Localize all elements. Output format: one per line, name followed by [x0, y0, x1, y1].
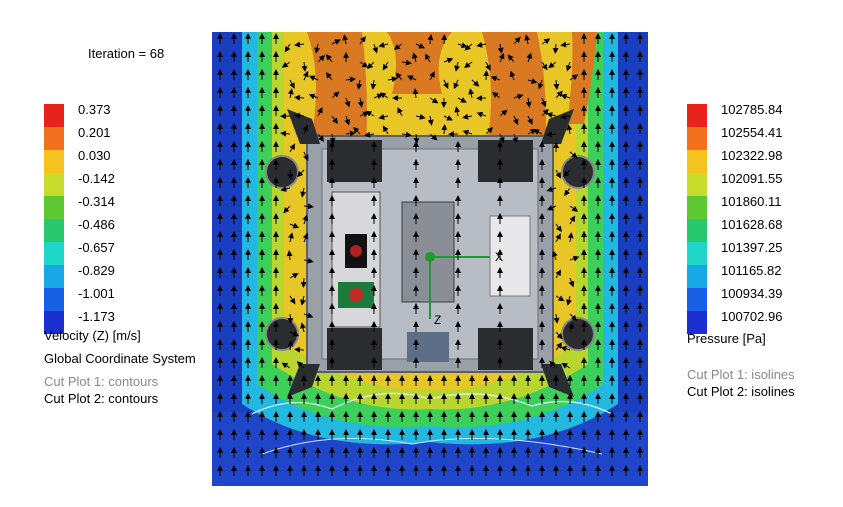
axis-triad: X Z: [425, 250, 503, 327]
pressure-legend-tick: 100934.39: [721, 286, 783, 301]
pressure-legend-tick: 102322.98: [721, 148, 783, 163]
velocity-legend-swatch: [44, 242, 64, 265]
pressure-legend-swatch: [687, 104, 707, 127]
pressure-legend-swatch: [687, 311, 707, 334]
velocity-legend-tick: -1.173: [78, 309, 115, 324]
simulation-viewport[interactable]: X Z: [212, 14, 652, 486]
velocity-legend-swatch: [44, 219, 64, 242]
pressure-legend-swatch: [687, 242, 707, 265]
pressure-legend-swatch: [687, 150, 707, 173]
iteration-label: Iteration = 68: [88, 46, 165, 61]
coordinate-system-label: Global Coordinate System: [44, 351, 196, 366]
pressure-legend-swatch: [687, 265, 707, 288]
right-cut-plot-1: Cut Plot 1: isolines: [687, 367, 795, 382]
velocity-legend-tick: -1.001: [78, 286, 115, 301]
pressure-legend-swatch: [687, 173, 707, 196]
right-cut-plot-2: Cut Plot 2: isolines: [687, 384, 795, 399]
velocity-legend-tick: -0.314: [78, 194, 115, 209]
pressure-legend-swatch: [687, 127, 707, 150]
velocity-legend-swatch: [44, 150, 64, 173]
velocity-legend-tick: 0.201: [78, 125, 111, 140]
pressure-legend-swatch: [687, 196, 707, 219]
velocity-legend-tick: 0.373: [78, 102, 111, 117]
velocity-legend-swatch: [44, 104, 64, 127]
pressure-legend-title: Pressure [Pa]: [687, 331, 766, 346]
pressure-legend-tick: 101165.82: [721, 263, 782, 278]
pressure-legend-tick: 100702.96: [721, 309, 783, 324]
velocity-legend-swatch: [44, 127, 64, 150]
left-cut-plot-2: Cut Plot 2: contours: [44, 391, 159, 406]
velocity-legend-swatch: [44, 265, 64, 288]
velocity-legend-tick: -0.657: [78, 240, 115, 255]
velocity-legend-swatch: [44, 196, 64, 219]
pressure-legend-tick: 101628.68: [721, 217, 783, 232]
velocity-vectors: [217, 33, 643, 476]
pressure-legend: 102785.84 102554.41 102322.98 102091.55 1018…: [687, 102, 827, 334]
velocity-legend-swatch: [44, 311, 64, 334]
pressure-legend-swatch: [687, 288, 707, 311]
axis-z-label: Z: [434, 313, 441, 327]
pressure-legend-tick: 102091.55: [721, 171, 783, 186]
velocity-legend-tick: -0.142: [78, 171, 115, 186]
velocity-legend-tick: 0.030: [78, 148, 111, 163]
pressure-legend-tick: 102554.41: [721, 125, 783, 140]
left-cut-plot-1: Cut Plot 1: contours: [44, 374, 159, 389]
velocity-legend-swatch: [44, 173, 64, 196]
axis-x-label: X: [495, 250, 503, 264]
pressure-legend-tick: 101397.25: [721, 240, 783, 255]
velocity-legend-swatch: [44, 288, 64, 311]
pressure-legend-tick: 102785.84: [721, 102, 783, 117]
pressure-legend-tick: 101860.11: [721, 194, 782, 209]
velocity-legend-tick: -0.486: [78, 217, 115, 232]
flow-field-graphic: X Z: [212, 32, 648, 486]
velocity-legend-tick: -0.829: [78, 263, 115, 278]
velocity-legend-title: Velocity (Z) [m/s]: [44, 328, 141, 343]
pressure-legend-swatch: [687, 219, 707, 242]
velocity-legend: 0.373 0.201 0.030 -0.142 -0.314 -0.486 -0.657 -…: [44, 102, 164, 334]
